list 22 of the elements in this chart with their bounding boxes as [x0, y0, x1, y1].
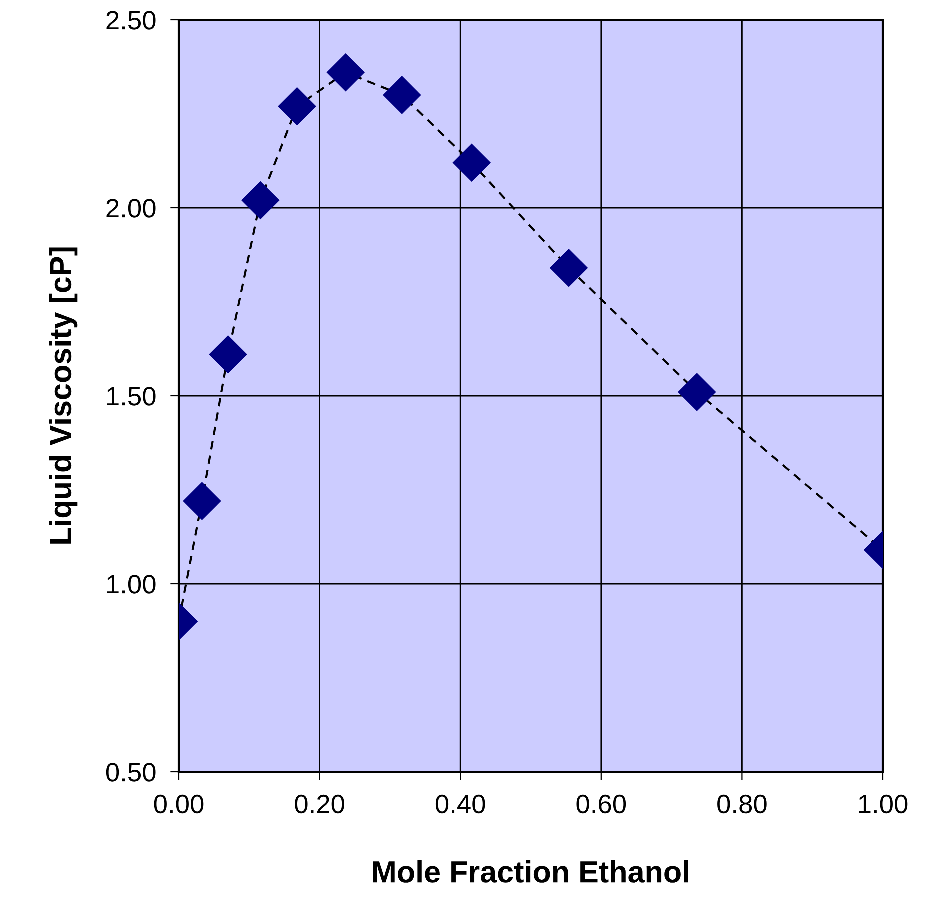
x-tick-label: 0.40 [436, 794, 486, 814]
y-tick-label: 2.00 [106, 199, 156, 218]
x-tick-label: 0.00 [154, 794, 204, 814]
point [326, 53, 365, 92]
y-tick-label: 0.50 [106, 763, 156, 782]
x-tick-label: 0.20 [295, 794, 344, 814]
point [278, 87, 316, 126]
y-tick-label: 2.50 [106, 11, 156, 30]
point [452, 144, 492, 182]
point [183, 482, 222, 520]
point [209, 335, 248, 374]
x-axis-title: Mole Fraction Ethanol [373, 860, 688, 883]
point [383, 76, 422, 114]
x-tick-label: 1.00 [859, 794, 908, 814]
y-tick-label: 1.00 [107, 575, 156, 594]
x-tick-label: 0.80 [718, 794, 767, 814]
y-axis-title: Liquid Viscosity [cP] [49, 248, 78, 544]
point [550, 249, 588, 288]
y-tick-label: 1.50 [107, 387, 156, 406]
point [242, 181, 280, 220]
x-tick-label: 0.60 [576, 794, 626, 814]
point [678, 373, 716, 412]
